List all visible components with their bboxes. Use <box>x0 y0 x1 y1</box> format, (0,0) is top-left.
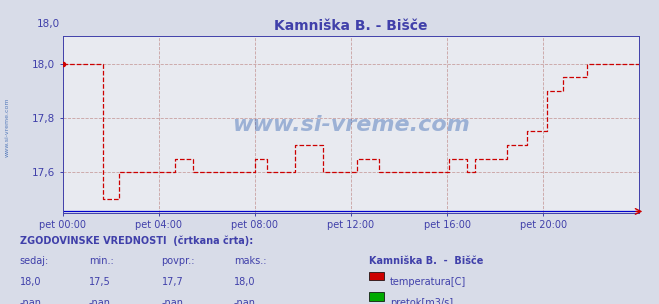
Text: 18,0: 18,0 <box>234 277 256 287</box>
Text: -nan: -nan <box>89 298 111 304</box>
Text: ZGODOVINSKE VREDNOSTI  (črtkana črta):: ZGODOVINSKE VREDNOSTI (črtkana črta): <box>20 236 253 246</box>
Text: 18,0: 18,0 <box>20 277 42 287</box>
Text: 18,0: 18,0 <box>37 19 60 29</box>
Title: Kamniška B. - Bišče: Kamniška B. - Bišče <box>274 19 428 33</box>
Text: -nan: -nan <box>20 298 42 304</box>
Text: www.si-vreme.com: www.si-vreme.com <box>232 115 470 135</box>
Text: www.si-vreme.com: www.si-vreme.com <box>5 98 10 157</box>
Text: temperatura[C]: temperatura[C] <box>390 277 467 287</box>
Text: 17,5: 17,5 <box>89 277 111 287</box>
Text: 17,7: 17,7 <box>161 277 183 287</box>
Text: pretok[m3/s]: pretok[m3/s] <box>390 298 453 304</box>
Text: min.:: min.: <box>89 256 114 266</box>
Text: Kamniška B.  -  Bišče: Kamniška B. - Bišče <box>369 256 484 266</box>
Text: maks.:: maks.: <box>234 256 266 266</box>
Text: sedaj:: sedaj: <box>20 256 49 266</box>
Text: -nan: -nan <box>161 298 183 304</box>
Text: -nan: -nan <box>234 298 256 304</box>
Text: povpr.:: povpr.: <box>161 256 195 266</box>
